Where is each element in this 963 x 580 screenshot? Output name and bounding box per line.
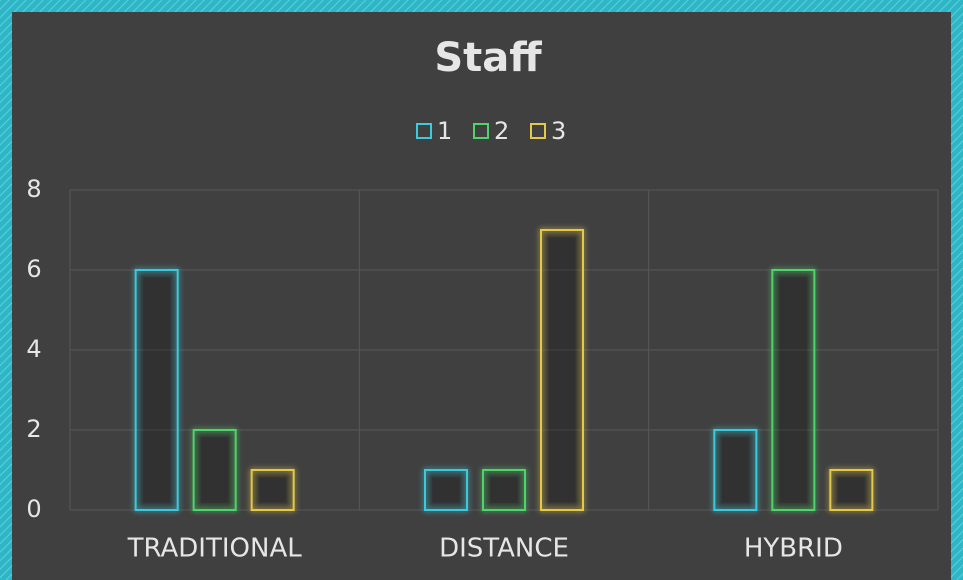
chart-title: Staff	[434, 35, 542, 81]
legend-label: 1	[437, 117, 452, 145]
x-tick-label: TRADITIONAL	[127, 534, 303, 564]
legend-swatch	[416, 123, 432, 139]
y-tick-label: 4	[26, 335, 41, 363]
x-tick-label: DISTANCE	[439, 534, 569, 564]
bar	[192, 429, 237, 511]
bar	[771, 269, 816, 511]
x-tick-label: HYBRID	[744, 534, 843, 564]
legend-swatch	[473, 123, 489, 139]
bar	[713, 429, 758, 511]
y-tick-label: 6	[26, 255, 41, 283]
bar	[250, 469, 295, 511]
bar	[134, 269, 179, 511]
bar	[482, 469, 526, 511]
legend-label: 3	[551, 117, 566, 145]
y-tick-label: 8	[26, 175, 41, 203]
bar	[424, 469, 468, 511]
y-tick-label: 2	[26, 415, 41, 443]
bar	[829, 469, 874, 511]
bar	[540, 229, 584, 511]
legend-swatch	[530, 123, 546, 139]
y-tick-label: 0	[26, 495, 41, 523]
legend-label: 2	[494, 117, 509, 145]
